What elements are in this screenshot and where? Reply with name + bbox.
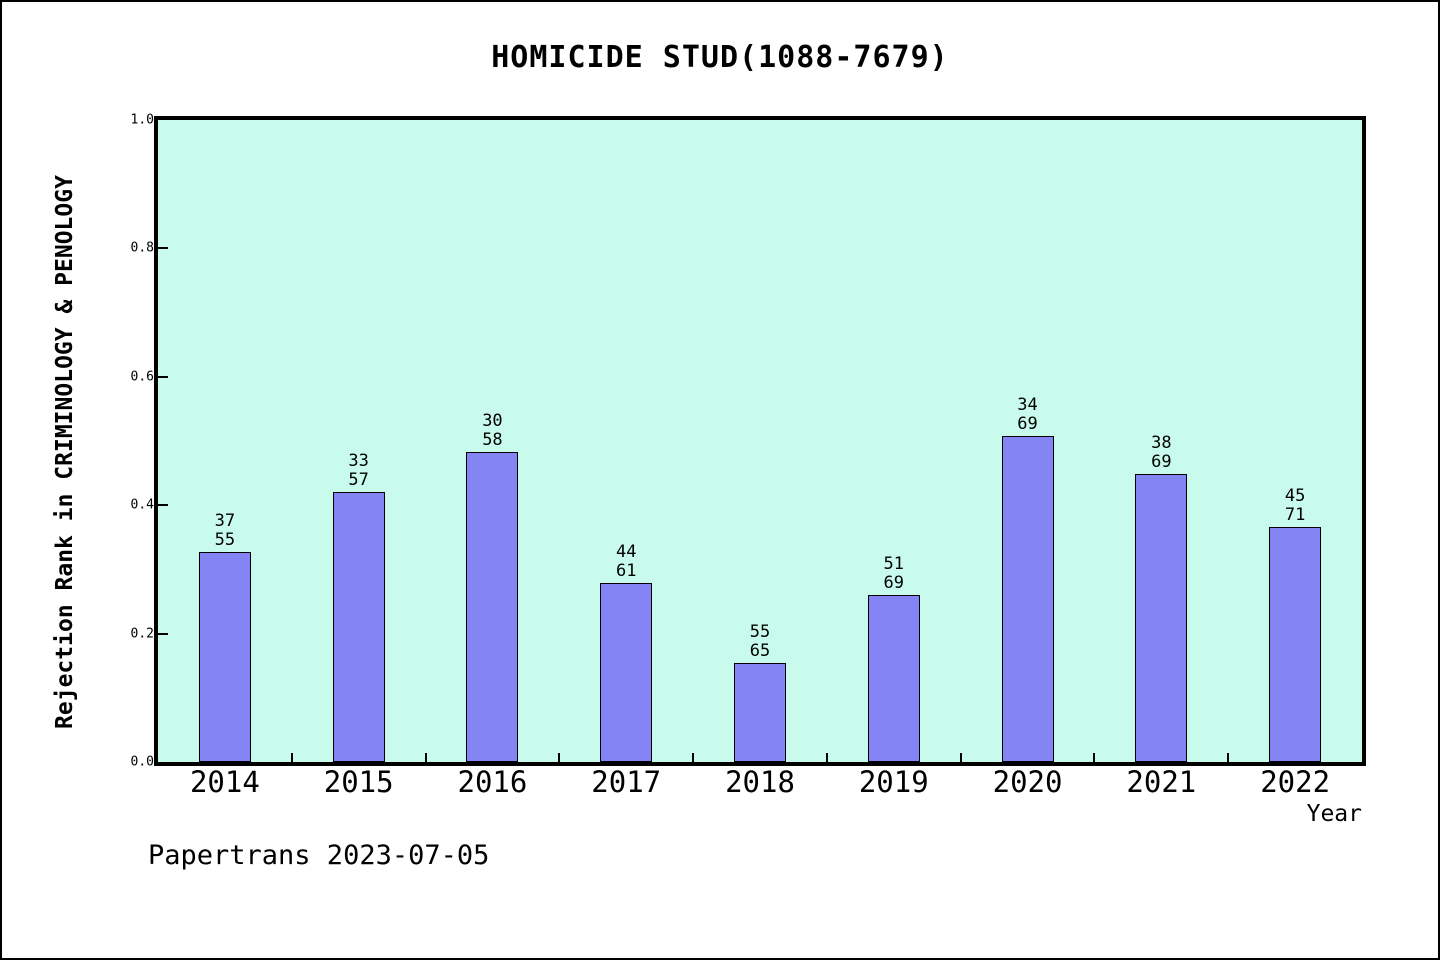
- bar-value-label-2018: 55 65: [749, 622, 771, 661]
- y-tick-label-0.8: 0.8: [130, 240, 154, 256]
- bar-value-label-2016: 30 58: [482, 411, 503, 450]
- plot-area: 37 55 33 57 30 58 44 61 55 65 51 69 34 69 38 69…: [154, 116, 1366, 766]
- x-category-label-2020: 2020: [992, 765, 1063, 799]
- x-category-label-2017: 2017: [591, 765, 662, 799]
- x-category-label-2015: 2015: [323, 765, 394, 799]
- y-tick-label-0.6: 0.6: [130, 369, 154, 385]
- y-axis-tick-mark: [158, 375, 168, 378]
- y-axis-tick-mark: [158, 247, 168, 250]
- y-axis-tick-mark: [158, 504, 168, 507]
- bar-2014: [198, 552, 251, 762]
- x-category-label-2014: 2014: [189, 765, 260, 799]
- x-axis-tick-mark: [1227, 753, 1230, 762]
- x-axis-tick-mark: [290, 753, 293, 762]
- bar-value-label-2014: 37 55: [214, 511, 236, 550]
- y-tick-label-0.4: 0.4: [130, 497, 154, 513]
- y-tick-label-1.0: 1.0: [130, 112, 154, 128]
- x-axis-title: Year: [1306, 801, 1362, 827]
- y-axis-tick-mark: [158, 632, 168, 635]
- x-axis-tick-mark: [1093, 753, 1096, 762]
- bar-value-label-2022: 45 71: [1284, 486, 1306, 525]
- x-axis-tick-mark: [825, 753, 828, 762]
- bar-2022: [1269, 527, 1322, 762]
- bar-2019: [867, 595, 920, 762]
- x-axis-tick-mark: [424, 753, 427, 762]
- bar-value-label-2017: 44 61: [615, 542, 637, 581]
- x-axis-tick-mark: [558, 753, 561, 762]
- y-axis-label: Rejection Rank in CRIMINOLOGY & PENOLOGY: [52, 175, 78, 729]
- x-category-label-2021: 2021: [1126, 765, 1197, 799]
- chart-title: HOMICIDE STUD(1088-7679): [491, 40, 949, 75]
- bar-2021: [1135, 474, 1188, 762]
- x-category-label-2022: 2022: [1260, 765, 1331, 799]
- x-category-label-2016: 2016: [457, 765, 528, 799]
- bar-value-label-2019: 51 69: [883, 554, 905, 593]
- x-category-label-2019: 2019: [858, 765, 929, 799]
- bar-2017: [600, 583, 653, 762]
- bar-2020: [1001, 436, 1054, 762]
- plot-inner: 37 55 33 57 30 58 44 61 55 65 51 69 34 69 38 69…: [158, 120, 1362, 762]
- bar-value-label-2021: 38 69: [1151, 433, 1172, 472]
- y-tick-label-0.2: 0.2: [130, 626, 154, 642]
- x-axis-tick-mark: [959, 753, 962, 762]
- x-category-label-2018: 2018: [725, 765, 795, 799]
- y-tick-label-0.0: 0.0: [130, 754, 154, 770]
- bar-2015: [332, 492, 385, 762]
- footer-text: Papertrans 2023-07-05: [148, 840, 490, 871]
- bar-value-label-2020: 34 69: [1017, 395, 1038, 434]
- bar-2018: [734, 663, 786, 762]
- bar-2016: [466, 452, 519, 762]
- x-axis-tick-mark: [692, 753, 695, 762]
- bar-value-label-2015: 33 57: [348, 451, 369, 490]
